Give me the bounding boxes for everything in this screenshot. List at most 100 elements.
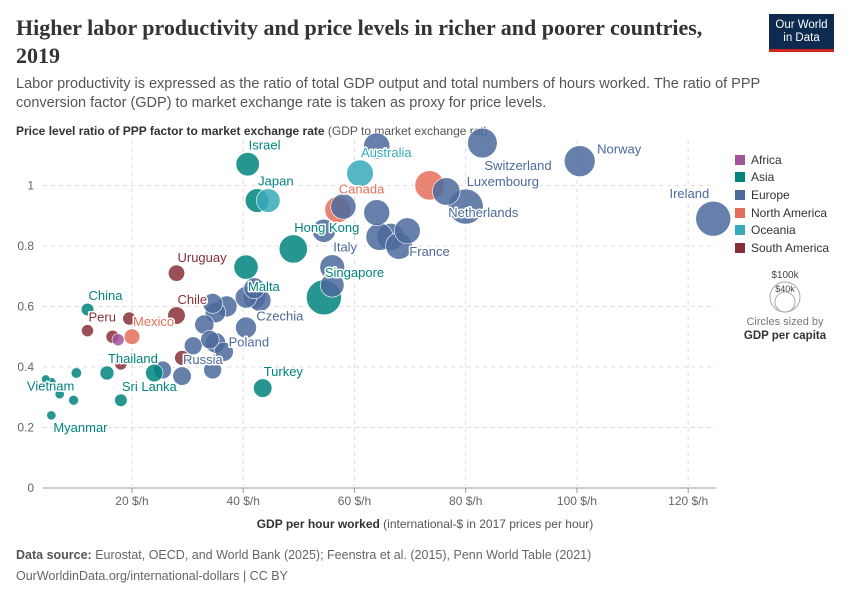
label-thailand: Thailand xyxy=(108,351,158,366)
x-tick-label: 20 $/h xyxy=(115,494,148,508)
label-sri-lanka: Sri Lanka xyxy=(122,379,178,394)
legend-swatch xyxy=(735,242,745,253)
point-israel[interactable]: Israel xyxy=(235,152,260,177)
data-source: Data source: Eurostat, OECD, and World B… xyxy=(16,548,591,562)
label-singapore: Singapore xyxy=(325,265,384,280)
point-serbia[interactable]: Serbia xyxy=(200,330,220,350)
point-spain[interactable]: Spain xyxy=(320,273,345,298)
label-japan: Japan xyxy=(258,174,293,189)
point-norway[interactable]: Norway xyxy=(563,145,596,177)
y-tick-label: 0.4 xyxy=(17,360,34,374)
size-legend-caption-bold: GDP per capita xyxy=(743,330,827,342)
label-myanmar: Myanmar xyxy=(53,420,108,435)
x-tick-label: 120 $/h xyxy=(668,494,708,508)
label-czechia: Czechia xyxy=(256,309,304,324)
point-portugal[interactable]: Portugal xyxy=(243,277,266,300)
point-slovakia[interactable]: Slovakia xyxy=(235,316,257,339)
label-chile: Chile xyxy=(177,292,207,307)
legend-item-africa[interactable]: Africa xyxy=(735,151,829,169)
label-hong-kong: Hong Kong xyxy=(294,220,359,235)
legend-swatch xyxy=(735,154,745,165)
legend-item-europe[interactable]: Europe xyxy=(735,186,829,204)
label-switzerland: Switzerland xyxy=(484,158,551,173)
point-korea[interactable]: Korea xyxy=(311,218,336,243)
y-axis-label: Price level ratio of PPP factor to marke… xyxy=(16,124,488,138)
label-peru: Peru xyxy=(88,310,115,325)
legend-label: Europe xyxy=(751,187,790,202)
legend-label: Oceania xyxy=(751,223,796,238)
point-ireland[interactable]: Ireland xyxy=(695,200,732,237)
label-malta: Malta xyxy=(248,279,281,294)
point-finland[interactable]: Finland xyxy=(363,199,390,226)
point-chile[interactable]: Chile xyxy=(167,306,186,325)
point-india[interactable]: India xyxy=(54,389,65,400)
point-peru[interactable]: Peru xyxy=(81,324,94,338)
legend-swatch xyxy=(735,207,745,218)
legend-item-north-america[interactable]: North America xyxy=(735,204,829,222)
point-bangladesh[interactable]: Bangladesh xyxy=(41,374,51,384)
data-source-text: Eurostat, OECD, and World Bank (2025); F… xyxy=(91,548,592,562)
point-hong-kong[interactable]: Hong Kong xyxy=(278,234,308,264)
point-netherlands[interactable]: Netherlands xyxy=(432,177,461,206)
point-bulgaria[interactable]: Bulgaria xyxy=(183,336,203,355)
label-ireland: Ireland xyxy=(669,186,709,201)
point-bolivia[interactable]: Bolivia xyxy=(114,357,128,371)
point-turkey[interactable]: Turkey xyxy=(253,378,273,398)
y-axis-label-rest: (GDP to market exchange rat) xyxy=(324,124,488,138)
point-belgium[interactable]: Belgium xyxy=(363,132,391,160)
point-united-kingdom[interactable]: United Kingdom xyxy=(330,193,357,220)
point-malta[interactable]: Malta xyxy=(233,254,259,280)
point-greece[interactable]: Greece xyxy=(213,341,234,362)
point-mexico[interactable]: Mexico xyxy=(123,328,141,345)
x-tick-label: 60 $/h xyxy=(338,494,371,508)
point-malaysia[interactable]: Malaysia xyxy=(145,363,164,383)
label-poland: Poland xyxy=(229,335,269,350)
points-layer: Ireland Luxembourg Singapore Norway Switzerl… xyxy=(41,127,732,421)
y-tick-label: 1 xyxy=(27,178,34,192)
legend-swatch xyxy=(735,225,745,236)
chart-title: Higher labor productivity and price leve… xyxy=(16,15,703,68)
point-montenegro[interactable]: Montenegro xyxy=(203,360,222,380)
size-legend-small-label: $40k xyxy=(775,284,795,294)
owid-logo[interactable]: Our World in Data xyxy=(769,14,834,52)
label-norway: Norway xyxy=(597,142,642,157)
point-myanmar[interactable]: Myanmar xyxy=(46,410,57,421)
label-uruguay: Uruguay xyxy=(177,250,227,265)
y-tick-label: 0.8 xyxy=(17,239,34,253)
label-china: China xyxy=(88,288,123,303)
point-sri-lanka[interactable]: Sri Lanka xyxy=(114,393,128,407)
logo-line-1: Our World xyxy=(775,19,828,31)
point-uruguay[interactable]: Uruguay xyxy=(167,264,185,282)
legend-item-oceania[interactable]: Oceania xyxy=(735,221,829,239)
point-australia[interactable]: Australia xyxy=(346,159,374,187)
point-new-zealand[interactable]: New Zealand xyxy=(256,188,281,213)
label-mexico: Mexico xyxy=(133,314,174,329)
legend-item-asia[interactable]: Asia xyxy=(735,169,829,187)
point-france[interactable]: France xyxy=(394,217,421,245)
license-link[interactable]: OurWorldinData.org/international-dollars… xyxy=(16,569,288,583)
x-tick-label: 100 $/h xyxy=(557,494,597,508)
y-axis-label-bold: Price level ratio of PPP factor to marke… xyxy=(16,124,325,138)
chart-subtitle: Labor productivity is expressed as the r… xyxy=(16,76,760,111)
legend-label: South America xyxy=(751,240,830,255)
logo-line-2: in Data xyxy=(783,32,820,44)
point-vietnam[interactable]: Vietnam xyxy=(70,367,82,379)
label-netherlands: Netherlands xyxy=(448,205,519,220)
y-tick-label: 0.6 xyxy=(17,299,34,313)
point-china[interactable]: China xyxy=(80,302,95,317)
x-axis-label: GDP per hour worked (international-$ in … xyxy=(0,517,850,531)
point-indonesia[interactable]: Indonesia xyxy=(68,394,79,406)
point-latvia[interactable]: Latvia xyxy=(202,293,223,314)
point-switzerland[interactable]: Switzerland xyxy=(467,127,498,159)
point-panama[interactable]: Panama xyxy=(174,350,190,366)
legend-label: Asia xyxy=(751,170,775,185)
legend-label: Africa xyxy=(751,152,782,167)
point-russia[interactable]: Russia xyxy=(172,366,192,386)
legend-item-south-america[interactable]: South America xyxy=(735,239,829,257)
point-ecuador[interactable]: Ecuador xyxy=(111,333,125,347)
point-thailand[interactable]: Thailand xyxy=(99,365,115,381)
label-turkey: Turkey xyxy=(264,364,304,379)
color-legend: Africa Asia Europe North America Oceania Sout… xyxy=(735,151,829,257)
point-brazil[interactable]: Brazil xyxy=(122,311,137,326)
